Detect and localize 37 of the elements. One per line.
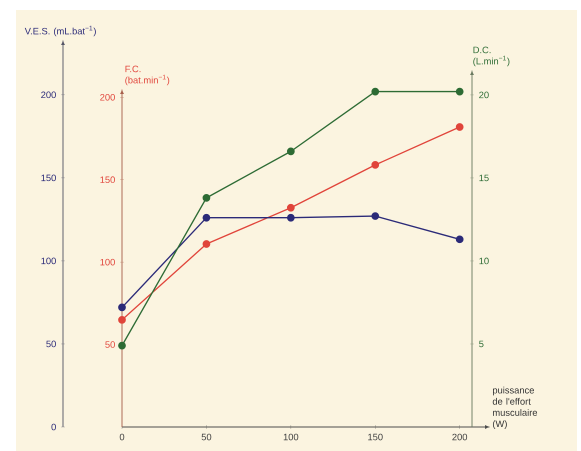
y3-axis-title: D.C. (L.min$^{−1}$) (473, 46, 510, 66)
x-axis-title: puissance de l'effort musculaire (W) (492, 386, 538, 429)
point (118, 342, 126, 350)
point (286, 204, 295, 212)
y-tick-label: 150 (41, 174, 56, 182)
y2-tick-label: 200 (100, 94, 115, 101)
point (286, 214, 295, 222)
point (202, 194, 210, 202)
point (118, 316, 126, 324)
point (371, 161, 380, 169)
y-axis-title: V.E.S. (mL.bat$^{−1}$) (24, 26, 96, 36)
point (202, 214, 210, 222)
x-tick-label: 0 (120, 434, 124, 440)
y3-tick-label: 15 (479, 174, 489, 182)
y2-tick-label: 50 (105, 341, 115, 348)
y2-tick-label: 150 (100, 176, 115, 184)
x-tick-label: 200 (452, 434, 468, 440)
point (456, 88, 464, 96)
y2-tick-label: 100 (100, 258, 115, 266)
point (202, 240, 210, 248)
y-tick-label: 50 (46, 340, 56, 348)
y3-tick-label: 20 (479, 92, 489, 98)
y-tick-label: 100 (41, 258, 56, 264)
y-tick-label: 0 (51, 424, 56, 430)
x-tick-label: 150 (368, 434, 383, 440)
point (286, 148, 295, 156)
y3-tick-label: 5 (479, 340, 484, 348)
y3-tick-label: 10 (479, 258, 489, 264)
point (371, 88, 380, 96)
y-tick-label: 200 (41, 92, 56, 98)
x-tick-label: 50 (202, 434, 212, 440)
x-tick-label: 100 (284, 434, 298, 440)
point (456, 123, 464, 131)
point (371, 212, 380, 220)
point (456, 235, 464, 244)
point (118, 304, 126, 312)
y2-axis-title: F.C. (bat.min$^{−1}$) (125, 66, 170, 86)
